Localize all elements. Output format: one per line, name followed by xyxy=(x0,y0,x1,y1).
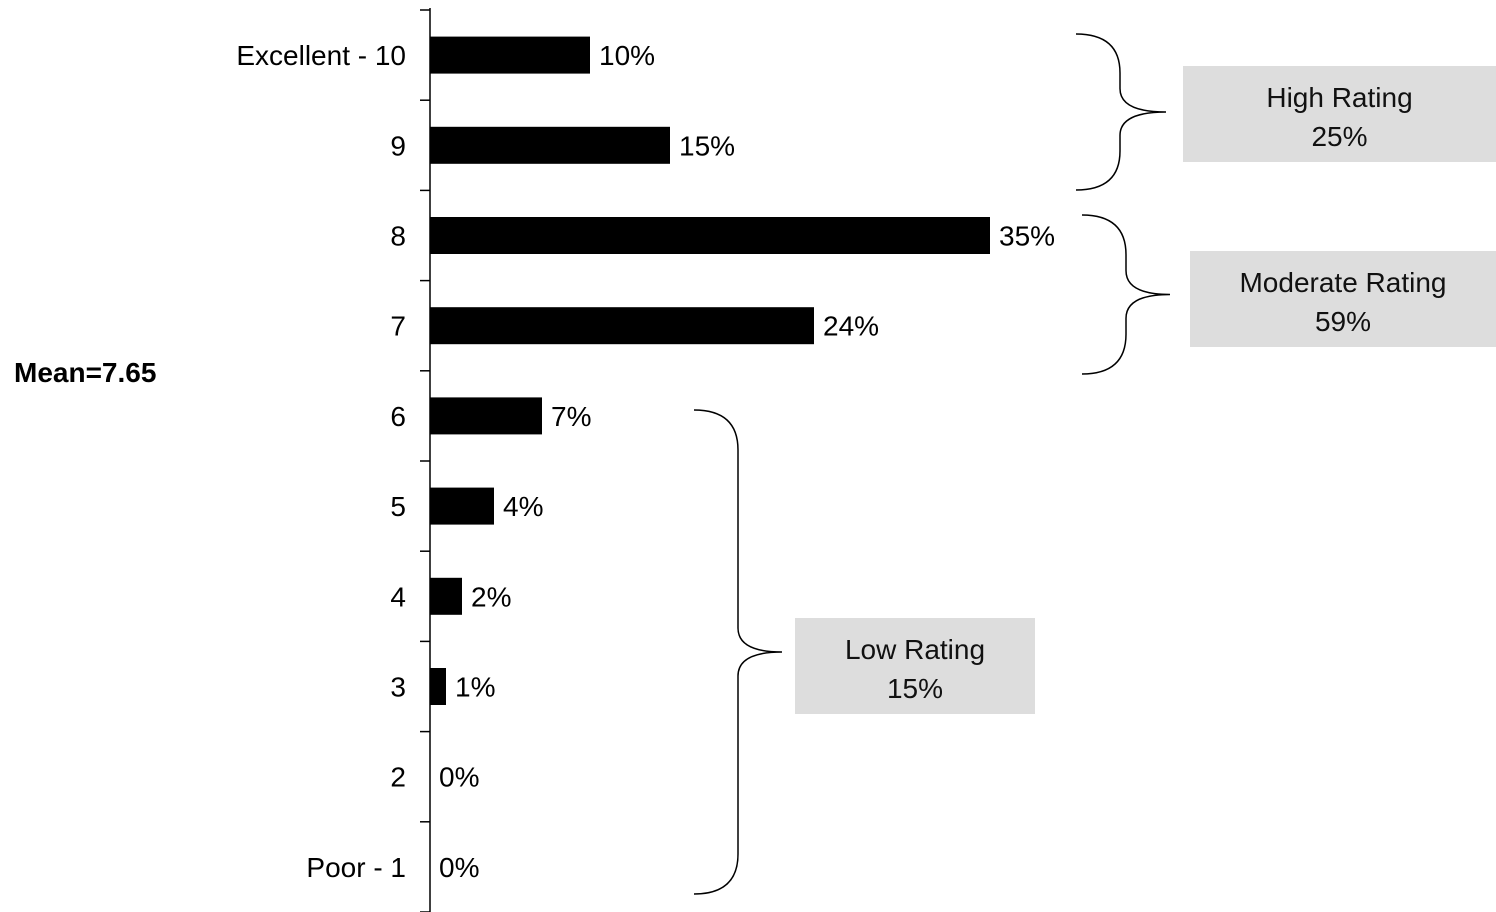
bar xyxy=(430,36,590,74)
group-box xyxy=(1183,66,1496,162)
category-label: 7 xyxy=(390,311,406,342)
category-label: 5 xyxy=(390,491,406,522)
category-label: 2 xyxy=(390,762,406,793)
value-label: 1% xyxy=(455,672,495,703)
bar xyxy=(430,668,446,705)
group-brace xyxy=(1075,33,1167,191)
group-label: Moderate Rating xyxy=(1239,267,1446,298)
bar xyxy=(430,397,542,435)
y-axis-ticks xyxy=(420,9,430,912)
category-label: 3 xyxy=(390,672,406,703)
value-label: 2% xyxy=(471,581,511,612)
bar xyxy=(430,126,670,164)
group-box xyxy=(1190,251,1496,347)
bars-group xyxy=(430,36,990,705)
value-label: 35% xyxy=(999,221,1055,252)
value-label: 24% xyxy=(823,311,879,342)
group-label: High Rating xyxy=(1266,82,1412,113)
category-label: Poor - 1 xyxy=(306,852,406,883)
mean-label: Mean=7.65 xyxy=(14,357,156,388)
value-label: 7% xyxy=(551,401,591,432)
group-label: Low Rating xyxy=(845,634,985,665)
bar xyxy=(430,577,462,615)
category-label: 8 xyxy=(390,221,406,252)
value-labels: 10% 15% 35% 24% 7% 4% 2% 1% 0% 0% xyxy=(439,40,1055,883)
value-label: 0% xyxy=(439,762,479,793)
value-label: 0% xyxy=(439,852,479,883)
group-brace xyxy=(693,409,783,895)
bar xyxy=(430,487,494,525)
value-label: 4% xyxy=(503,491,543,522)
category-label: 9 xyxy=(390,130,406,161)
group-value: 15% xyxy=(887,673,943,704)
value-label: 10% xyxy=(599,40,655,71)
group-box xyxy=(795,618,1035,714)
category-labels: Excellent - 10 9 8 7 6 5 4 3 2 Poor - 1 xyxy=(236,40,406,883)
group-value: 59% xyxy=(1315,306,1371,337)
category-label: 4 xyxy=(390,581,406,612)
category-label: Excellent - 10 xyxy=(236,40,406,71)
group-value: 25% xyxy=(1311,121,1367,152)
bar xyxy=(430,307,814,345)
rating-group-annotations: High Rating 25% Moderate Rating 59% Low Rati… xyxy=(693,33,1496,895)
value-label: 15% xyxy=(679,130,735,161)
bar xyxy=(430,217,990,254)
category-label: 6 xyxy=(390,401,406,432)
group-brace xyxy=(1081,214,1171,375)
